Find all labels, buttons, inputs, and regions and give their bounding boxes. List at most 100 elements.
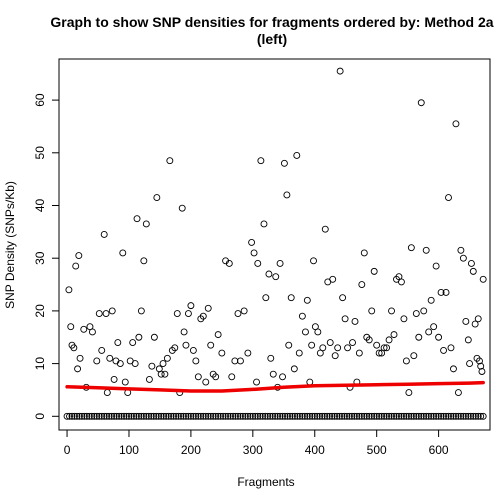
chart-title-line2: (left) (257, 31, 287, 47)
zero-point (66, 412, 73, 420)
zero-point (281, 412, 289, 420)
zero-point (397, 412, 405, 420)
zero-point (266, 412, 274, 420)
zero-point (333, 412, 341, 420)
zero-point (291, 412, 299, 420)
data-point (302, 328, 309, 336)
data-point (180, 328, 188, 336)
y-axis: 0 10 20 30 40 50 60 (33, 93, 60, 420)
data-point (207, 341, 215, 349)
data-point (469, 267, 477, 275)
zero-point (373, 412, 381, 420)
data-point (244, 349, 252, 357)
zero-point (301, 412, 309, 420)
zero-point (105, 412, 113, 420)
zero-point (343, 412, 351, 420)
data-point (103, 389, 111, 397)
zero-point (214, 412, 222, 420)
data-point (471, 320, 479, 328)
zero-point (189, 412, 197, 420)
zero-point (192, 412, 200, 420)
zero-point (308, 412, 316, 420)
data-point (121, 378, 129, 386)
data-point (474, 315, 482, 323)
data-point (267, 354, 275, 362)
data-point (166, 157, 174, 165)
zero-point (445, 412, 452, 420)
data-point (225, 260, 233, 267)
data-point (262, 294, 270, 302)
zero-point (85, 412, 93, 420)
data-point (93, 357, 101, 365)
data-point (142, 220, 150, 228)
zero-point (400, 412, 408, 420)
data-point (75, 252, 83, 260)
zero-point (100, 412, 108, 420)
zero-point (165, 412, 173, 420)
zero-point (422, 412, 430, 420)
data-point (250, 249, 258, 257)
zero-point (145, 412, 153, 420)
data-point (351, 317, 359, 325)
zero-point (402, 412, 410, 420)
x-tick-label: 600 (429, 443, 449, 457)
zero-point (93, 412, 101, 420)
y-tick-label: 40 (33, 199, 47, 213)
zero-point (447, 412, 455, 420)
zero-point (125, 412, 133, 420)
zero-point (182, 412, 190, 420)
zero-point (293, 412, 301, 420)
zero-point (425, 412, 433, 420)
zero-point (108, 412, 116, 420)
zero-point (222, 412, 230, 420)
zero-point (442, 412, 450, 420)
zero-point (194, 412, 202, 420)
zero-point (363, 412, 371, 420)
data-point (334, 344, 342, 352)
data-point (331, 352, 339, 360)
data-point (405, 389, 413, 397)
data-point (199, 312, 207, 320)
zero-point (341, 412, 348, 420)
data-point (276, 260, 284, 267)
data-point (194, 373, 202, 381)
zero-point (207, 412, 215, 420)
data-point (422, 246, 430, 254)
data-point (440, 346, 448, 354)
data-point (74, 365, 82, 373)
data-point (464, 336, 472, 344)
zero-point (71, 412, 78, 420)
data-point (358, 281, 366, 289)
x-axis: 0 100 200 300 400 500 600 (64, 429, 449, 457)
zero-point (135, 412, 143, 420)
data-point (466, 360, 474, 368)
data-point (365, 336, 373, 344)
zero-point (469, 412, 477, 420)
zero-point (311, 412, 319, 420)
data-point (329, 275, 337, 283)
zero-point (103, 412, 111, 420)
zero-point (180, 412, 187, 420)
data-point (360, 249, 368, 257)
data-point (326, 339, 334, 346)
zero-point (370, 412, 378, 420)
data-point (319, 344, 327, 352)
zero-point (435, 412, 443, 420)
zero-point (457, 412, 465, 420)
data-point (67, 323, 75, 331)
x-axis-label: Fragments (237, 475, 294, 489)
zero-point (417, 412, 425, 420)
data-point (106, 354, 114, 362)
zero-point (152, 412, 160, 420)
data-point (457, 246, 465, 254)
data-point (280, 159, 288, 167)
data-point (380, 344, 388, 352)
zero-point (88, 412, 96, 420)
zero-point (130, 412, 138, 420)
zero-point (73, 412, 81, 420)
zero-point (219, 412, 227, 420)
data-point (189, 346, 197, 354)
zero-point (360, 412, 368, 420)
data-point (417, 99, 425, 107)
x-tick-label: 0 (64, 443, 71, 457)
